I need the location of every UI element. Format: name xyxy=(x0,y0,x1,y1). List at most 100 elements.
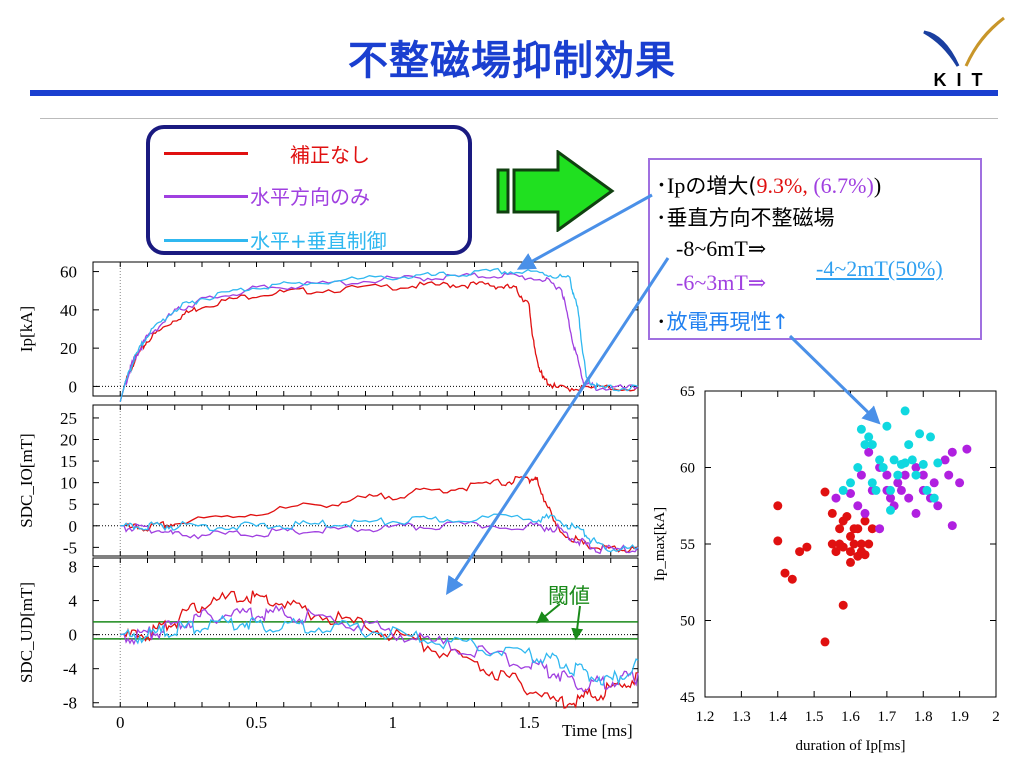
y-axis-label: SDC_IO[mT] xyxy=(17,433,36,527)
scatter-point-0 xyxy=(827,539,837,549)
y-tick-label: -4 xyxy=(63,660,78,679)
x-axis-label: duration of Ip[ms] xyxy=(796,738,906,754)
scatter-point-0 xyxy=(842,512,852,521)
y-tick-label: 45 xyxy=(680,690,695,706)
x-tick-label: 0 xyxy=(116,713,125,732)
y-tick-label: 0 xyxy=(69,626,78,645)
scatter-point-0 xyxy=(846,531,855,541)
scatter-point-1 xyxy=(831,493,841,503)
scatter-point-0 xyxy=(787,574,797,584)
info-line-vertical-field: ･垂直方向不整磁場 xyxy=(656,206,835,230)
scatter-point-1 xyxy=(904,493,914,503)
scatter-point-1 xyxy=(911,508,921,518)
scatter-point-1 xyxy=(886,493,895,503)
y-tick-label: 65 xyxy=(680,384,695,400)
legend-line-horizontal-vertical xyxy=(164,239,248,242)
legend-label-horizontal-only: 水平方向のみ xyxy=(250,185,370,209)
scatter-point-1 xyxy=(882,470,892,480)
scatter-point-2 xyxy=(900,458,910,468)
scatter-point-1 xyxy=(962,444,972,454)
info-repro-text: 放電再現性↑ xyxy=(666,310,790,334)
scatter-point-1 xyxy=(944,470,954,480)
title-underline xyxy=(30,90,998,96)
info-ip-red-value: 9.3%, xyxy=(756,173,808,198)
scatter-point-1 xyxy=(947,521,957,531)
y-tick-label: 50 xyxy=(680,614,695,630)
scatter-point-2 xyxy=(882,421,892,431)
scatter-point-1 xyxy=(933,501,943,511)
scatter-point-0 xyxy=(780,568,790,578)
scatter-point-1 xyxy=(856,470,866,480)
scatter-point-2 xyxy=(922,485,932,495)
scatter-point-0 xyxy=(838,600,848,610)
x-tick-label: 1.5 xyxy=(805,709,824,725)
scatter-point-2 xyxy=(893,470,903,480)
scatter-point-1 xyxy=(860,508,870,518)
scatter-point-1 xyxy=(940,455,950,465)
y-tick-label: -5 xyxy=(63,538,77,557)
y-tick-label: 40 xyxy=(60,301,77,320)
scatter-point-0 xyxy=(795,547,805,557)
scatter-point-0 xyxy=(860,550,870,560)
scatter-point-0 xyxy=(860,516,870,526)
scatter-point-2 xyxy=(926,432,935,442)
scatter-point-2 xyxy=(886,505,895,515)
info-box: ･Ipの増大(9.3%, (6.7%)) ･垂直方向不整磁場 -8~6mT⇒ -… xyxy=(648,158,982,340)
info-line-ip-increase: ･Ipの増大(9.3%, (6.7%)) xyxy=(656,168,881,200)
logo-right-stroke xyxy=(964,16,1005,67)
scatter-point-2 xyxy=(878,463,888,472)
page-title: 不整磁場抑制効果 xyxy=(348,38,676,84)
scatter-point-1 xyxy=(893,478,903,488)
scatter-point-1 xyxy=(929,478,939,488)
scatter-point-2 xyxy=(911,470,921,480)
y-axis-label: Ip[kA] xyxy=(17,306,36,352)
x-tick-label: 1.9 xyxy=(950,709,969,725)
y-tick-label: 60 xyxy=(60,263,77,282)
scatter-point-1 xyxy=(846,489,855,498)
scatter-point-2 xyxy=(871,485,881,495)
scatter-point-2 xyxy=(900,406,910,416)
scatter-point-1 xyxy=(947,447,957,457)
legend-line-uncorrected xyxy=(164,152,248,155)
arrow-tail-bar xyxy=(496,168,510,214)
x-tick-label: 1.3 xyxy=(732,709,751,725)
scatter-point-0 xyxy=(802,542,812,552)
scatter-point-1 xyxy=(955,478,965,488)
series-line-2 xyxy=(120,614,639,686)
x-tick-label: 1.8 xyxy=(914,709,933,725)
scatter-point-0 xyxy=(838,542,848,552)
x-tick-label: 1.7 xyxy=(878,709,897,725)
scatter-point-0 xyxy=(849,539,859,549)
y-tick-label: 4 xyxy=(69,592,78,611)
x-tick-label: 2 xyxy=(992,709,1000,725)
y-tick-label: 0 xyxy=(69,377,78,396)
y-tick-label: 25 xyxy=(60,409,77,428)
x-tick-label: 1.6 xyxy=(841,709,860,725)
info-line-controlled-range: -4~2mT(50%) xyxy=(816,256,943,281)
scatter-point-2 xyxy=(933,458,943,468)
y-tick-label: 20 xyxy=(60,431,77,450)
time-axis-label: Time [ms] xyxy=(562,721,633,740)
logo-text: KIT xyxy=(934,70,993,90)
x-tick-label: 0.5 xyxy=(246,713,267,732)
scatter-point-1 xyxy=(875,524,885,534)
info-ip-purple-value: (6.7%) xyxy=(807,173,874,198)
scatter-point-0 xyxy=(835,524,845,534)
scatter-point-1 xyxy=(900,470,910,480)
scatter-point-0 xyxy=(864,539,874,549)
kit-logo: KIT xyxy=(923,16,1005,90)
scatter-point-2 xyxy=(886,485,895,495)
scatter-point-2 xyxy=(860,440,870,450)
scatter-point-0 xyxy=(773,501,783,511)
scatter-point-2 xyxy=(889,455,899,465)
scatter-point-2 xyxy=(856,424,866,434)
scatter-point-1 xyxy=(853,501,863,511)
info-ip-close: ) xyxy=(873,173,882,198)
y-tick-label: 5 xyxy=(69,495,78,514)
y-axis-label: Ip_max[kA] xyxy=(652,507,668,581)
scatter-point-0 xyxy=(820,487,830,497)
scatter-point-0 xyxy=(853,524,863,534)
y-tick-label: -8 xyxy=(63,694,77,713)
scatter-point-0 xyxy=(867,524,877,534)
